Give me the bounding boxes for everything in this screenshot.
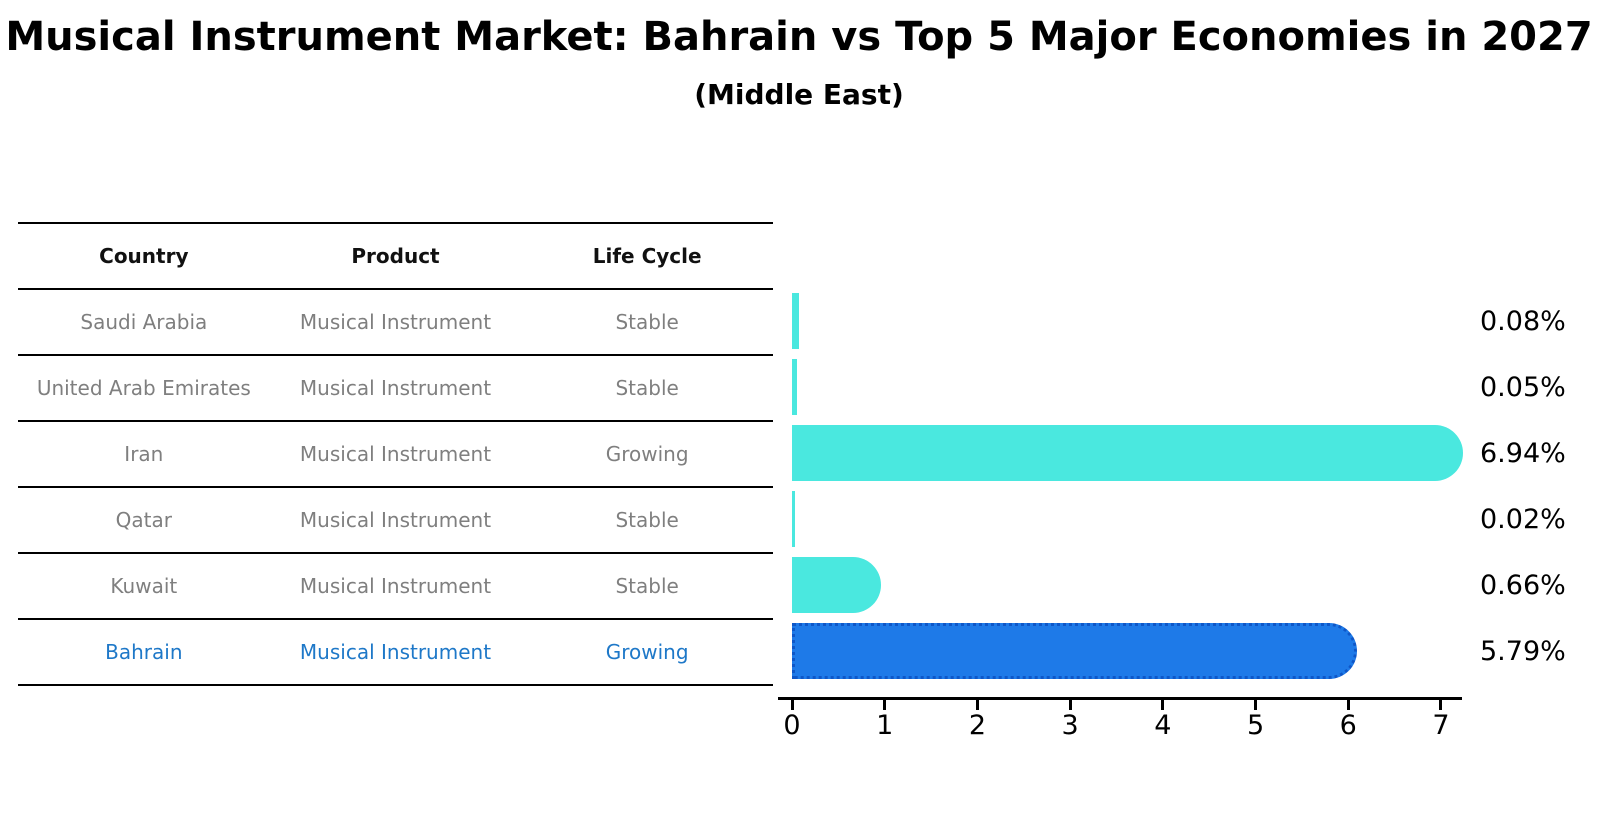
value-label-kuwait: 0.66% [1480, 569, 1566, 601]
x-axis-tick-label: 2 [968, 710, 986, 741]
x-axis-tick-label: 0 [783, 710, 801, 741]
table-cell-life-cycle: Stable [615, 310, 679, 334]
table-cell-product: Musical Instrument [299, 310, 492, 334]
table-cell-country: Bahrain [105, 640, 183, 664]
x-axis-tick [1254, 700, 1258, 710]
x-axis-tick-label: 5 [1246, 710, 1265, 741]
column-header-life-cycle: Life Cycle [592, 244, 702, 268]
bar-iran [792, 425, 1464, 481]
x-axis-tick [1439, 700, 1443, 710]
x-axis-tick [1346, 700, 1350, 710]
table-cell-life-cycle: Stable [615, 508, 679, 532]
value-label-saudi-arabia: 0.08% [1480, 305, 1566, 337]
x-axis-tick-label: 7 [1432, 710, 1450, 741]
value-label-qatar: 0.02% [1480, 503, 1566, 535]
x-axis-tick [790, 700, 794, 710]
table-row-kuwait: Kuwait Musical Instrument Stable [18, 554, 773, 620]
table-cell-life-cycle: Growing [605, 442, 689, 466]
table-cell-product: Musical Instrument [299, 442, 492, 466]
x-axis-tick [975, 700, 979, 710]
table-row-saudi-arabia: Saudi Arabia Musical Instrument Stable [18, 290, 773, 356]
x-axis-line [778, 697, 1462, 700]
table-cell-country: Kuwait [110, 574, 178, 598]
bar-kuwait [792, 557, 882, 613]
bar-saudi-arabia [792, 293, 800, 349]
x-axis-tick [1161, 700, 1165, 710]
table-cell-product: Musical Instrument [299, 574, 492, 598]
x-axis-tick [1068, 700, 1072, 710]
table-row-qatar: Qatar Musical Instrument Stable [18, 488, 773, 554]
bar-chart [792, 288, 1492, 684]
data-table: Country Product Life Cycle Saudi Arabia Musi… [18, 222, 773, 686]
table-cell-product: Musical Instrument [299, 508, 492, 532]
chart-subtitle: (Middle East) [694, 78, 904, 111]
table-row-iran: Iran Musical Instrument Growing [18, 422, 773, 488]
page-title: Musical Instrument Market: Bahrain vs To… [5, 14, 1593, 60]
table-cell-life-cycle: Stable [615, 376, 679, 400]
table-cell-country: Qatar [115, 508, 172, 532]
x-axis-tick-label: 3 [1061, 710, 1079, 741]
column-header-product: Product [351, 244, 440, 268]
table-cell-product: Musical Instrument [299, 376, 492, 400]
table-cell-product: Musical Instrument [299, 640, 492, 664]
value-label-united-arab-emirates: 0.05% [1480, 371, 1566, 403]
table-row-bahrain: Bahrain Musical Instrument Growing [18, 620, 773, 686]
bar-qatar [792, 491, 795, 547]
table-cell-country: Iran [124, 442, 164, 466]
table-row-united-arab-emirates: United Arab Emirates Musical Instrument St… [18, 356, 773, 422]
table-cell-life-cycle: Growing [605, 640, 689, 664]
value-label-bahrain: 5.79% [1480, 635, 1566, 667]
table-header-row: Country Product Life Cycle [18, 224, 773, 290]
value-label-iran: 6.94% [1480, 437, 1566, 469]
x-axis-tick [883, 700, 887, 710]
bar-united-arab-emirates [792, 359, 797, 415]
x-axis-tick-label: 1 [876, 710, 894, 741]
table-cell-country: Saudi Arabia [80, 310, 208, 334]
x-axis-tick-label: 6 [1339, 710, 1357, 741]
x-axis-tick-label: 4 [1154, 710, 1172, 741]
table-cell-life-cycle: Stable [615, 574, 679, 598]
column-header-country: Country [99, 244, 189, 268]
bar-bahrain [792, 623, 1357, 679]
table-cell-country: United Arab Emirates [36, 376, 251, 400]
